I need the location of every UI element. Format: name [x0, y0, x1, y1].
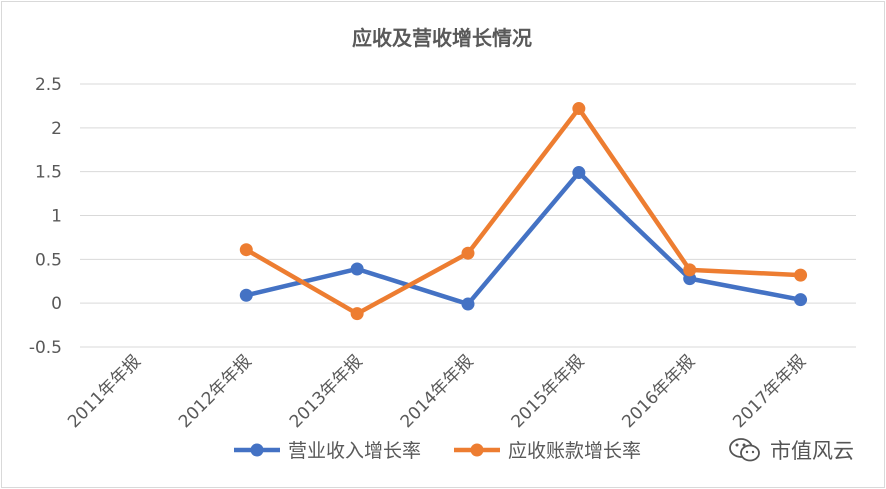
watermark-text: 市值风云 [770, 439, 854, 463]
data-point [350, 307, 364, 321]
series-lines [239, 102, 808, 321]
chart-title: 应收及营收增长情况 [352, 26, 532, 50]
series-line-1 [245, 106, 801, 316]
watermark: 市值风云 [728, 435, 854, 465]
x-axis-ticks: 2011年年报 2012年年报 2013年年报 2014年年报 2015年年报 2016年… [64, 351, 810, 432]
y-tick-label: 2.5 [35, 75, 62, 95]
legend-swatch-marker [250, 443, 264, 457]
x-tick-label: 2012年年报 [175, 351, 256, 432]
legend-swatch-marker [470, 443, 484, 457]
x-tick-label: 2013年年报 [286, 351, 367, 432]
data-point [350, 262, 364, 276]
legend-label: 应收账款增长率 [508, 440, 641, 462]
x-tick-label: 2011年年报 [64, 351, 145, 432]
data-point [572, 166, 586, 180]
data-point [239, 243, 253, 257]
wechat-icon [729, 438, 760, 462]
legend: 营业收入增长率 应收账款增长率 [234, 440, 641, 462]
y-axis-ticks: -0.5 0 0.5 1 1.5 2 2.5 [29, 75, 62, 358]
legend-label: 营业收入增长率 [288, 440, 421, 462]
y-tick-label: 0.5 [35, 250, 62, 270]
y-tick-label: -0.5 [29, 338, 62, 358]
y-tick-label: 2 [51, 119, 62, 139]
data-point [461, 297, 475, 311]
data-point [239, 288, 253, 302]
x-tick-label: 2014年年报 [397, 351, 478, 432]
x-tick-label: 2016年年报 [618, 351, 699, 432]
data-point [683, 263, 697, 277]
y-tick-label: 0 [51, 294, 62, 314]
data-point [461, 246, 475, 260]
series-line-0 [245, 170, 801, 307]
data-point [794, 268, 808, 282]
x-tick-label: 2017年年报 [729, 351, 810, 432]
y-tick-label: 1.5 [35, 163, 62, 183]
data-point [572, 102, 586, 116]
y-tick-label: 1 [51, 207, 62, 227]
data-point [794, 293, 808, 307]
x-tick-label: 2015年年报 [508, 351, 589, 432]
